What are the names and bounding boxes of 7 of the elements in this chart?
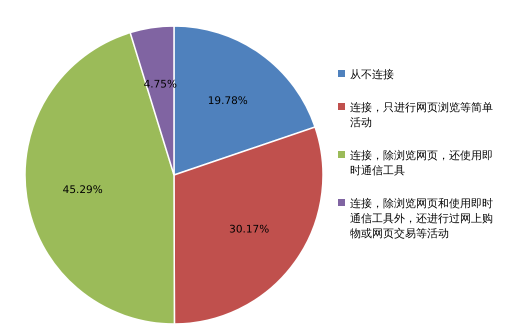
legend-label: 连接，只进行网页浏览等简单活动 [350,101,493,129]
data-label: 19.78% [208,94,248,107]
data-label: 45.29% [62,184,103,196]
legend-label: 从不连接 [350,68,394,81]
legend-label: 连接，除浏览网页和使用即时通信工具外，还进行过网上购物或网页交易等活动 [350,197,493,240]
legend-label: 连接，除浏览网页，还使用即时通信工具 [350,149,493,177]
data-label: 30.17% [229,224,270,236]
